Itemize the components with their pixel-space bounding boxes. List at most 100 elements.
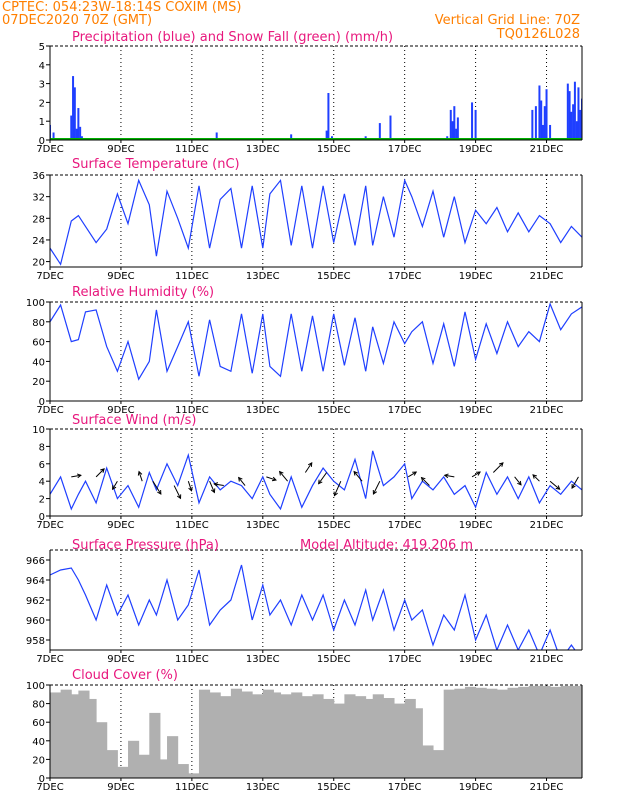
- wind-arrow: [353, 471, 363, 482]
- cloud-bar: [433, 750, 445, 778]
- precip-bar: [471, 102, 474, 140]
- x-tick-label: 11DEC: [175, 271, 209, 282]
- cloud-bar: [50, 692, 62, 778]
- precip-bar: [73, 87, 76, 140]
- cloud-bar: [60, 689, 72, 778]
- x-tick-label: 21DEC: [530, 520, 564, 531]
- wind-arrow: [571, 476, 579, 489]
- y-tick-label: 100: [26, 298, 45, 309]
- plot-area: [50, 450, 582, 511]
- wind-arrow-head: [571, 484, 576, 489]
- wind-arrow: [138, 471, 143, 482]
- y-tick-label: 20: [32, 755, 45, 766]
- cloud-bar: [454, 688, 466, 778]
- y-tick-label: 8: [39, 442, 45, 453]
- panel-4: [46, 549, 583, 653]
- wind-arrow-head: [532, 474, 538, 479]
- x-tick-label: 13DEC: [246, 405, 280, 416]
- x-tick-label: 15DEC: [317, 405, 351, 416]
- cloud-bar: [560, 685, 572, 778]
- cloud-bar: [528, 685, 540, 778]
- precip-bar: [573, 81, 576, 140]
- wind-arrow: [238, 477, 246, 486]
- y-tick-label: 6: [39, 460, 45, 471]
- precip-bar: [52, 132, 55, 140]
- plot-area: [50, 564, 576, 650]
- x-tick-label: 11DEC: [175, 654, 209, 665]
- x-tick-label: 19DEC: [459, 405, 493, 416]
- wind-arrow-head: [517, 480, 522, 486]
- panel-title: Cloud Cover (%): [72, 668, 178, 683]
- cloud-bar: [582, 686, 593, 778]
- wind-arrow-head: [188, 486, 193, 492]
- cloud-bar: [518, 686, 530, 778]
- precip-bar: [453, 106, 456, 140]
- cloud-bar: [269, 692, 282, 778]
- x-tick-label: 11DEC: [175, 520, 209, 531]
- x-tick-label: 19DEC: [459, 271, 493, 282]
- y-tick-label: 28: [32, 214, 45, 225]
- precip-bar: [549, 124, 552, 140]
- x-tick-label: 17DEC: [388, 405, 422, 416]
- y-tick-label: 40: [32, 737, 45, 748]
- cloud-bar: [475, 687, 487, 778]
- cloud-bar: [241, 691, 253, 778]
- wind-arrow: [549, 480, 561, 490]
- wind-arrow-head: [476, 471, 481, 476]
- x-tick-label: 15DEC: [317, 144, 351, 155]
- wind-arrow: [112, 480, 118, 490]
- wind-arrow-head: [555, 485, 561, 490]
- x-tick-label: 9DEC: [107, 654, 134, 665]
- cloud-bar: [496, 689, 509, 778]
- cloud-bar: [571, 685, 582, 778]
- cloud-bar: [220, 696, 232, 778]
- panel-2: [46, 301, 583, 404]
- precip-bar: [449, 109, 452, 140]
- precip-bar: [579, 109, 582, 140]
- wind-arrow: [214, 483, 224, 487]
- wind-arrow-head: [498, 462, 504, 467]
- x-tick-label: 9DEC: [107, 782, 134, 793]
- cloud-bar: [365, 698, 377, 778]
- wind-arrow: [266, 476, 277, 481]
- cloud-bar: [156, 759, 168, 778]
- x-tick-label: 17DEC: [388, 144, 422, 155]
- wind-arrow: [279, 471, 289, 482]
- cloud-bar: [106, 750, 118, 778]
- y-tick-label: 962: [26, 596, 45, 607]
- y-tick-label: 100: [26, 681, 45, 692]
- cloud-bar: [404, 698, 416, 778]
- cloud-bar: [167, 736, 179, 778]
- x-tick-label: 19DEC: [459, 654, 493, 665]
- precip-bar: [77, 108, 80, 140]
- wind-arrow: [471, 471, 481, 478]
- x-tick-label: 9DEC: [107, 520, 134, 531]
- precip-bar: [455, 128, 458, 140]
- wind-arrow: [152, 480, 162, 495]
- cloud-bar: [71, 694, 83, 778]
- x-tick-label: 19DEC: [459, 520, 493, 531]
- wind-arrow: [492, 462, 504, 473]
- wind-arrow-head: [412, 471, 418, 476]
- wind-arrow: [444, 474, 455, 478]
- y-tick-label: 10: [32, 425, 45, 436]
- wind-arrow-head: [213, 482, 219, 487]
- series-line: [50, 302, 582, 381]
- y-tick-label: 0: [39, 397, 45, 408]
- y-tick-label: 0: [39, 136, 45, 147]
- header-vgrid: Vertical Grid Line: 70Z: [435, 13, 580, 28]
- wind-arrow: [173, 485, 181, 499]
- x-tick-label: 9DEC: [107, 405, 134, 416]
- x-tick-label: 7DEC: [36, 782, 63, 793]
- wind-arrow: [71, 474, 81, 478]
- y-tick-label: 2: [39, 495, 45, 506]
- wind-arrow-head: [318, 479, 323, 485]
- wind-arrow-head: [372, 489, 378, 495]
- y-tick-label: 1: [39, 117, 45, 128]
- precip-bar: [545, 89, 548, 140]
- wind-arrow-head: [176, 494, 182, 500]
- y-tick-label: 60: [32, 338, 45, 349]
- header-code: TQ0126L028: [496, 27, 580, 42]
- x-tick-label: 13DEC: [246, 654, 280, 665]
- precip-bar: [75, 128, 78, 140]
